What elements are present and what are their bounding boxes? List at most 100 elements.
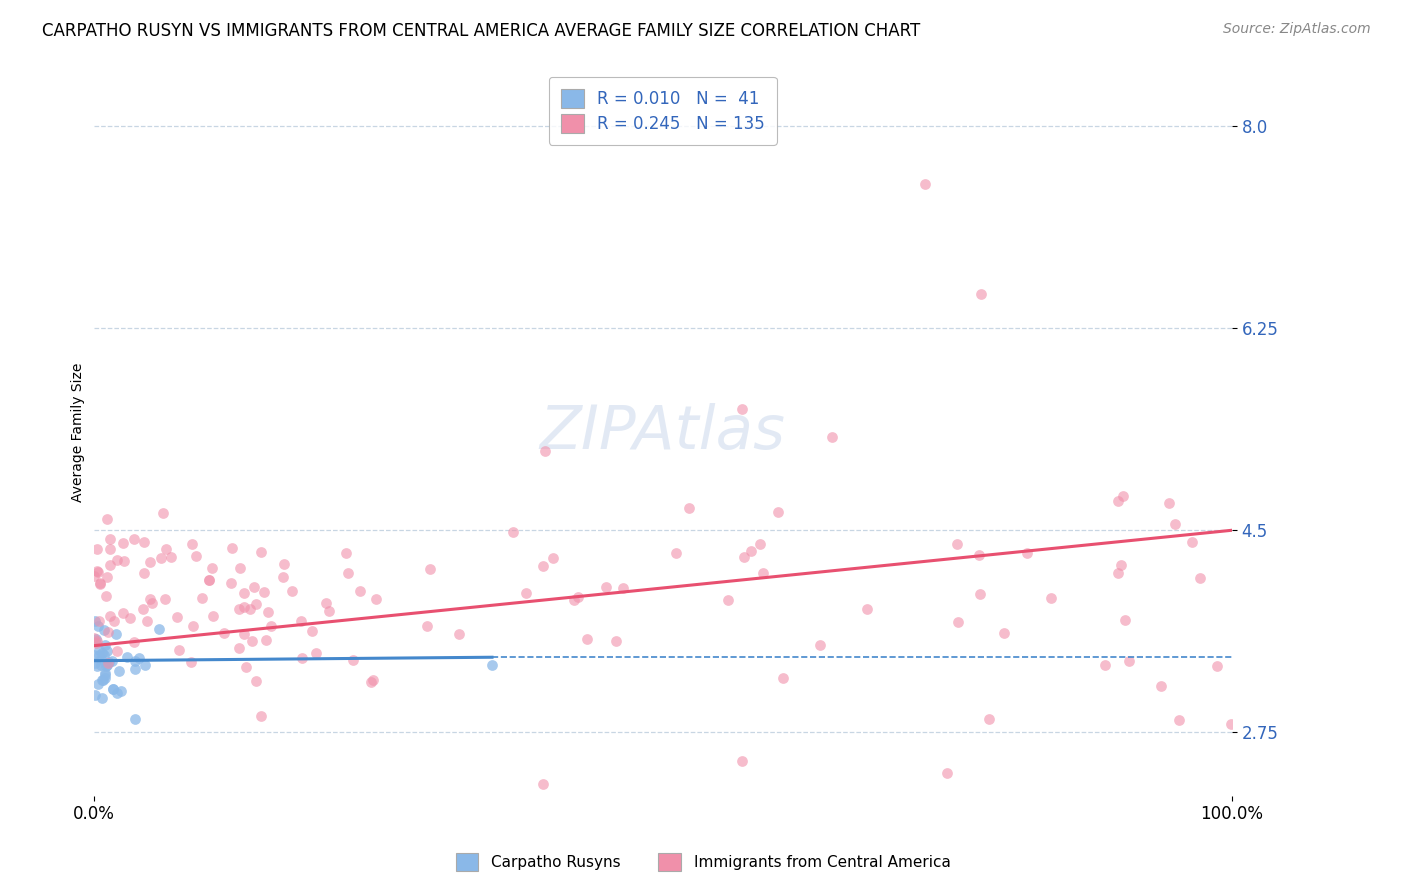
Point	[564, 593, 586, 607]
Point	[112, 554, 135, 568]
Point	[576, 632, 599, 646]
Point	[111, 536, 134, 550]
Point	[83, 631, 105, 645]
Point	[349, 583, 371, 598]
Point	[240, 634, 263, 648]
Point	[94, 589, 117, 603]
Point	[229, 561, 252, 575]
Point	[366, 591, 388, 606]
Point	[533, 444, 555, 458]
Point	[1157, 496, 1180, 510]
Point	[150, 551, 173, 566]
Point	[180, 655, 202, 669]
Point	[595, 580, 617, 594]
Point	[612, 582, 634, 596]
Point	[96, 659, 118, 673]
Point	[101, 654, 124, 668]
Point	[105, 685, 128, 699]
Point	[1109, 558, 1132, 572]
Point	[232, 627, 254, 641]
Point	[245, 597, 267, 611]
Point	[134, 535, 156, 549]
Point	[155, 542, 177, 557]
Point	[134, 657, 156, 672]
Point	[768, 505, 790, 519]
Point	[1039, 591, 1062, 606]
Point	[250, 708, 273, 723]
Point	[89, 648, 111, 662]
Point	[86, 619, 108, 633]
Point	[166, 609, 188, 624]
Point	[87, 642, 110, 657]
Point	[93, 623, 115, 637]
Point	[124, 712, 146, 726]
Point	[228, 641, 250, 656]
Point	[101, 682, 124, 697]
Point	[90, 673, 112, 688]
Point	[772, 672, 794, 686]
Point	[98, 655, 121, 669]
Point	[104, 627, 127, 641]
Point	[273, 558, 295, 572]
Point	[515, 586, 537, 600]
Point	[124, 654, 146, 668]
Point	[139, 592, 162, 607]
Point	[318, 604, 340, 618]
Point	[970, 286, 993, 301]
Point	[235, 660, 257, 674]
Point	[361, 673, 384, 687]
Point	[1015, 546, 1038, 560]
Point	[273, 569, 295, 583]
Point	[83, 648, 105, 662]
Point	[94, 668, 117, 682]
Point	[160, 550, 183, 565]
Point	[184, 549, 207, 564]
Point	[219, 575, 242, 590]
Point	[232, 586, 254, 600]
Point	[260, 618, 283, 632]
Y-axis label: Average Family Size: Average Family Size	[72, 362, 86, 502]
Point	[90, 651, 112, 665]
Point	[1107, 494, 1129, 508]
Point	[202, 609, 225, 624]
Point	[86, 565, 108, 579]
Point	[914, 177, 936, 191]
Point	[239, 602, 262, 616]
Point	[134, 566, 156, 580]
Point	[87, 614, 110, 628]
Point	[733, 549, 755, 564]
Point	[969, 548, 991, 562]
Point	[567, 591, 589, 605]
Point	[87, 566, 110, 580]
Point	[232, 600, 254, 615]
Point	[243, 581, 266, 595]
Point	[731, 754, 754, 768]
Point	[1114, 613, 1136, 627]
Point	[93, 648, 115, 663]
Point	[93, 673, 115, 688]
Point	[360, 675, 382, 690]
Point	[257, 606, 280, 620]
Point	[84, 632, 107, 646]
Point	[101, 682, 124, 697]
Point	[531, 777, 554, 791]
Point	[132, 601, 155, 615]
Point	[531, 558, 554, 573]
Point	[291, 651, 314, 665]
Point	[84, 636, 107, 650]
Point	[969, 587, 991, 601]
Legend: Carpatho Rusyns, Immigrants from Central America: Carpatho Rusyns, Immigrants from Central…	[451, 848, 955, 875]
Point	[167, 643, 190, 657]
Point	[290, 614, 312, 628]
Point	[153, 592, 176, 607]
Point	[89, 576, 111, 591]
Point	[221, 541, 243, 556]
Point	[228, 602, 250, 616]
Point	[1150, 679, 1173, 693]
Point	[83, 614, 105, 628]
Point	[808, 638, 831, 652]
Point	[315, 596, 337, 610]
Point	[305, 647, 328, 661]
Point	[83, 656, 105, 670]
Point	[945, 536, 967, 550]
